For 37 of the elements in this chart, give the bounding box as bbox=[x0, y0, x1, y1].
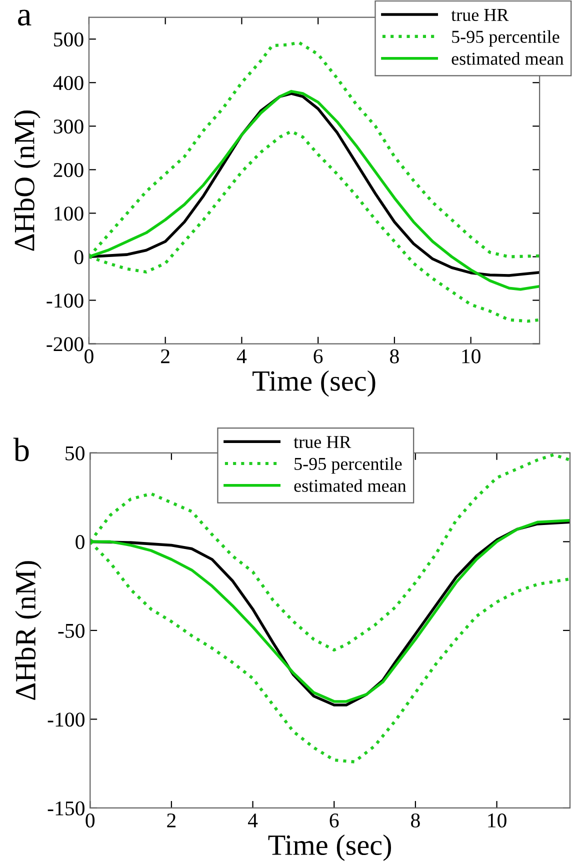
legend-label: true HR bbox=[451, 9, 509, 22]
y-tick-label: 500 bbox=[54, 32, 84, 47]
x-tick-label: 4 bbox=[248, 814, 258, 828]
legend-label: 5-95 percentile bbox=[294, 457, 402, 474]
y-axis-title: ΔHbO (nM) bbox=[14, 110, 40, 251]
x-tick-label: 0 bbox=[84, 349, 94, 364]
y-tick-label: 0 bbox=[74, 250, 84, 264]
y-tick-label: -200 bbox=[46, 337, 84, 352]
x-tick-label: 10 bbox=[462, 349, 480, 364]
x-tick-label: 8 bbox=[390, 349, 399, 364]
legend-label: 5-95 percentile bbox=[452, 30, 560, 47]
y-tick-label: 400 bbox=[53, 76, 84, 90]
y-tick-label: 300 bbox=[54, 120, 84, 134]
y-axis-title: ΔHbR (nM) bbox=[15, 561, 42, 700]
text: b bbox=[13, 438, 29, 462]
x-tick-label: 0 bbox=[86, 813, 95, 828]
x-tick-label: 2 bbox=[161, 349, 170, 364]
legend-label: true HR bbox=[294, 436, 352, 448]
legend-label: estimated mean bbox=[452, 52, 564, 65]
y-tick-label: -100 bbox=[48, 712, 84, 727]
x-tick-label: 10 bbox=[488, 813, 506, 828]
x-tick-label: 4 bbox=[236, 349, 247, 364]
y-tick-label: -50 bbox=[58, 624, 84, 638]
y-tick-label: 50 bbox=[66, 446, 84, 460]
y-tick-label: 0 bbox=[76, 535, 84, 550]
x-tick-label: 8 bbox=[411, 813, 420, 828]
x-tick-label: 6 bbox=[314, 349, 323, 364]
y-tick-label: -150 bbox=[48, 801, 84, 816]
x-tick-label: 6 bbox=[330, 814, 339, 828]
y-tick-label: 100 bbox=[54, 206, 84, 221]
y-tick-label: -100 bbox=[46, 294, 84, 308]
x-axis-title: Time (sec) bbox=[252, 370, 376, 397]
x-tick-label: 2 bbox=[167, 814, 176, 828]
y-tick-label: 200 bbox=[54, 163, 84, 178]
text: a bbox=[18, 10, 32, 26]
x-axis-title: Time (sec) bbox=[268, 834, 392, 861]
legend-label: estimated mean bbox=[294, 479, 406, 492]
